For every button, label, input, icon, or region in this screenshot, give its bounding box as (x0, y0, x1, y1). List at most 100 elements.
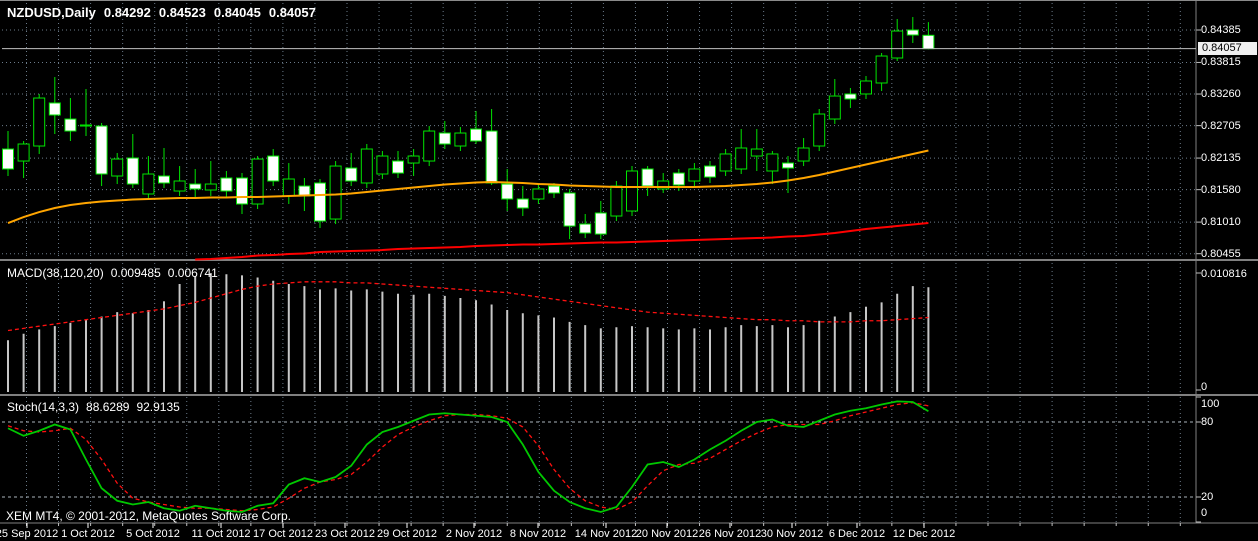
candle-bull (828, 95, 841, 120)
low-value: 0.84045 (213, 5, 261, 20)
candle-bull (204, 183, 217, 191)
candle-bull (797, 147, 810, 162)
stoch-k-line (7, 400, 929, 513)
candle-bull (173, 180, 186, 192)
stoch-axis-label: 0 (1201, 507, 1208, 519)
candle-bull (766, 153, 779, 172)
candle-bull (860, 80, 872, 95)
ma-fast-line (7, 149, 929, 224)
candle-bear (126, 157, 139, 185)
candle-bull (360, 148, 373, 184)
candle-bull (657, 180, 670, 190)
candle-bear (563, 192, 576, 227)
price-axis-label: 0.80455 (1201, 247, 1241, 260)
candle-bull (719, 153, 732, 172)
stoch-d-line (7, 401, 929, 512)
candle-bear (2, 148, 14, 170)
time-axis-label: 11 Oct 2012 (191, 528, 251, 540)
candle-bear (579, 223, 592, 234)
candle-bull (376, 155, 389, 175)
copyright-label: XEM MT4, © 2001-2012, MetaQuotes Softwar… (6, 509, 291, 523)
candle-bull (282, 178, 295, 197)
close-value: 0.84057 (268, 5, 316, 20)
candle-bull (688, 168, 701, 182)
time-axis-label: 20 Nov 2012 (635, 528, 699, 540)
time-axis-label: 26 Nov 2012 (698, 528, 762, 540)
bid-price-tag: 0.84057 (1198, 42, 1257, 55)
time-axis-label: 6 Dec 2012 (828, 528, 886, 540)
candle-bear (95, 125, 108, 175)
stoch-axis-label: 20 (1201, 491, 1214, 503)
candle-bull (423, 130, 436, 162)
candle-bear (267, 155, 280, 182)
macd-axis-label: 0 (1201, 381, 1208, 393)
price-axis-label: 0.81580 (1201, 183, 1241, 196)
candle-bull (750, 148, 763, 157)
candle-bull (17, 143, 30, 162)
candle-bull (407, 155, 420, 164)
macd-signal-line (7, 281, 929, 332)
stoch-k-value: 88.6289 (86, 400, 130, 414)
macd-name: MACD(38,120,20) (7, 266, 104, 280)
candle-bear (236, 177, 248, 205)
candle-bear (782, 162, 794, 169)
candle-bear (844, 93, 857, 100)
high-value: 0.84523 (158, 5, 206, 20)
candle-bull (111, 158, 124, 177)
candle-bear (516, 198, 529, 209)
price-axis-label: 0.82705 (1201, 119, 1241, 132)
chart-title: NZDUSD,Daily 0.84292 0.84523 0.84045 0.8… (7, 5, 316, 20)
open-value: 0.84292 (103, 5, 151, 20)
candle-bear (922, 34, 935, 50)
candle-bear (438, 132, 451, 145)
candle-bear (189, 183, 202, 190)
stoch-indicator-label: Stoch(14,3,3) 88.6289 92.9135 (7, 400, 180, 414)
candle-bear (641, 168, 654, 187)
candle-bull (813, 113, 826, 147)
candle-bull (454, 132, 467, 147)
candle-bear (548, 185, 560, 194)
candle-bear (64, 118, 77, 132)
candle-bull (610, 185, 623, 217)
candle-bear (314, 182, 326, 222)
price-axis-label: 0.81010 (1201, 216, 1241, 229)
candle-bear (704, 165, 716, 178)
candle-bear (485, 130, 498, 184)
candle-bear (392, 160, 404, 174)
candle-bear (48, 102, 61, 116)
candle-bear (220, 177, 233, 192)
time-axis-label: 8 Nov 2012 (509, 528, 567, 540)
candle-bull (532, 188, 545, 200)
candle-bear (158, 175, 170, 184)
candle-bull (80, 124, 92, 127)
candle-bear (470, 128, 482, 142)
candle-bull (875, 55, 888, 84)
price-axis-label: 0.83815 (1201, 56, 1241, 69)
time-axis-label: 14 Nov 2012 (574, 528, 638, 540)
time-axis-label: 5 Oct 2012 (126, 528, 180, 540)
time-axis-label: 1 Oct 2012 (61, 528, 115, 540)
candle-bull (626, 170, 638, 212)
ma-slow-line (195, 222, 929, 261)
macd-axis-label: 0.010816 (1201, 268, 1247, 280)
symbol-period-label: NZDUSD,Daily (7, 5, 96, 20)
candle-bull (142, 173, 155, 195)
time-axis-label: 23 Oct 2012 (315, 528, 375, 540)
stoch-axis-label: 100 (1201, 398, 1220, 410)
macd-main-value: 0.009485 (110, 266, 161, 280)
candle-bull (329, 165, 342, 220)
time-axis-label: 25 Sep 2012 (0, 528, 59, 540)
stoch-axis-label: 80 (1201, 416, 1214, 428)
time-axis-label: 12 Dec 2012 (892, 528, 956, 540)
candle-bear (672, 172, 685, 186)
stoch-name: Stoch(14,3,3) (7, 400, 80, 414)
macd-signal-value: 0.006741 (167, 266, 218, 280)
candle-bear (906, 29, 919, 36)
candle-bull (735, 147, 748, 170)
candle-bull (891, 30, 904, 59)
time-axis-label: 2 Nov 2012 (445, 528, 503, 540)
candle-bull (33, 97, 46, 147)
candle-bear (345, 167, 358, 182)
